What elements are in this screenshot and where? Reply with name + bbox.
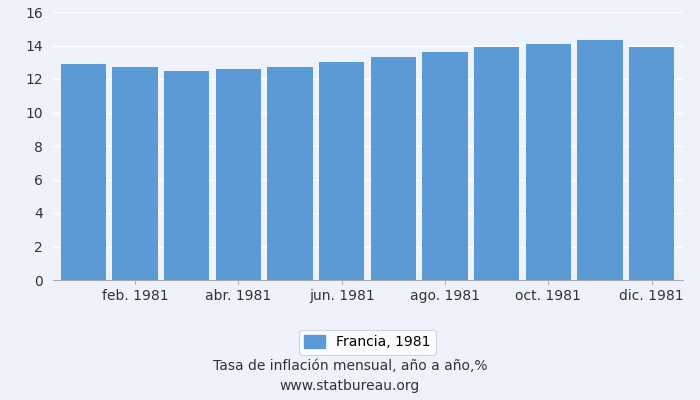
Bar [319,62,365,280]
Legend: Francia, 1981: Francia, 1981 [299,330,436,355]
Bar [578,40,622,280]
Bar [526,44,571,280]
Bar [422,52,468,280]
Bar [216,69,261,280]
Bar [629,47,674,280]
Bar [164,71,209,280]
Bar [113,67,158,280]
Text: Tasa de inflación mensual, año a año,%: Tasa de inflación mensual, año a año,% [213,359,487,373]
Bar [370,57,416,280]
Text: www.statbureau.org: www.statbureau.org [280,379,420,393]
Bar [474,47,519,280]
Bar [61,64,106,280]
Bar [267,67,313,280]
